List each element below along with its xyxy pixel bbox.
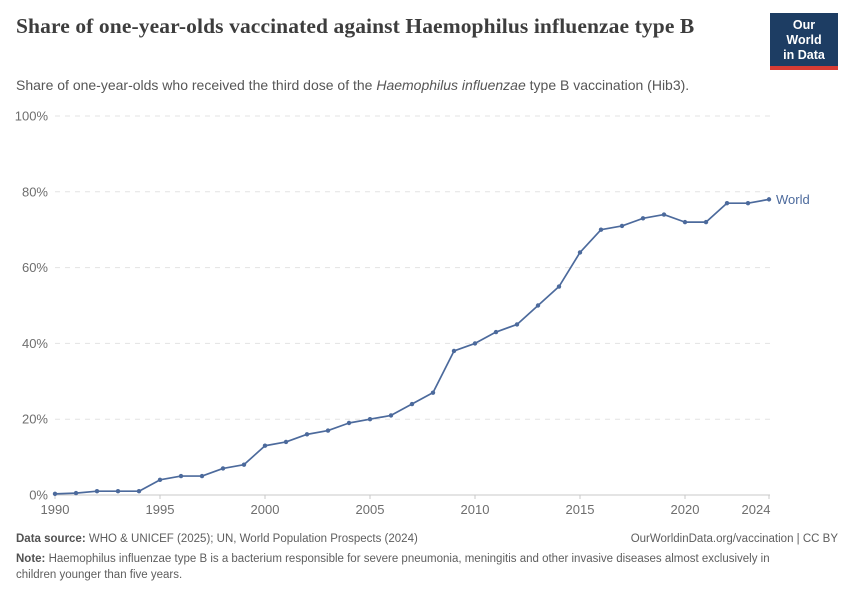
data-source-text: WHO & UNICEF (2025); UN, World Populatio…	[85, 533, 418, 545]
data-point-2019	[661, 212, 667, 217]
data-point-1996	[178, 473, 184, 479]
x-tick-label-2015: 2015	[566, 502, 595, 517]
data-point-1994	[136, 489, 142, 494]
data-point-1991	[73, 490, 79, 496]
logo-line-1: Our World	[786, 18, 822, 47]
data-point-2003	[325, 428, 331, 433]
x-tick-label-2010: 2010	[461, 502, 490, 517]
data-point-2009	[451, 348, 457, 354]
data-point-2005	[367, 417, 373, 422]
data-point-1995	[157, 477, 163, 483]
x-tick-label-1995: 1995	[146, 502, 175, 517]
data-point-2014	[556, 284, 562, 289]
data-point-2024	[766, 197, 772, 202]
series-label-world: World	[776, 192, 810, 207]
data-point-2002	[304, 432, 310, 437]
data-point-2001	[283, 439, 289, 445]
data-point-2012	[514, 322, 520, 327]
data-point-1999	[241, 462, 247, 467]
data-point-2013	[535, 303, 541, 308]
y-tick-label-40: 40%	[22, 336, 48, 351]
y-tick-label-60: 60%	[22, 260, 48, 275]
data-point-2008	[430, 390, 436, 395]
y-tick-label-20: 20%	[22, 412, 48, 427]
note-line: Note: Haemophilus influenzae type B is a…	[16, 551, 794, 584]
data-point-1998	[220, 466, 226, 471]
y-tick-label-0: 0%	[29, 488, 48, 503]
data-point-2016	[598, 227, 604, 232]
world-series-line	[54, 198, 770, 495]
y-tick-label-80: 80%	[22, 184, 48, 199]
data-point-2007	[409, 401, 415, 407]
data-point-2017	[619, 223, 625, 229]
chart-subtitle: Share of one-year-olds who received the …	[16, 77, 796, 93]
data-point-1990	[52, 491, 58, 497]
data-point-2006	[388, 413, 394, 418]
x-tick-label-1990: 1990	[41, 502, 70, 517]
x-tick-label-2005: 2005	[356, 502, 385, 517]
owid-logo[interactable]: Our World in Data	[770, 13, 838, 71]
data-point-2010	[472, 341, 478, 346]
subtitle-text-post: type B vaccination (Hib3).	[525, 77, 690, 93]
data-point-2018	[640, 216, 646, 221]
data-point-2011	[493, 329, 499, 335]
subtitle-text-italic: Haemophilus influenzae	[376, 77, 526, 93]
data-point-2015	[577, 250, 583, 255]
data-point-2022	[724, 200, 730, 206]
license-line: OurWorldinData.org/vaccination | CC BY	[630, 533, 838, 545]
data-source-label: Data source:	[16, 533, 86, 545]
note-label: Note:	[16, 552, 46, 565]
logo-line-2: in Data	[783, 47, 825, 62]
data-point-2023	[745, 200, 751, 206]
data-point-1993	[115, 489, 121, 494]
y-tick-label-100: 100%	[15, 109, 49, 124]
data-source-line: Data source: WHO & UNICEF (2025); UN, Wo…	[16, 531, 418, 548]
data-point-2000	[262, 443, 268, 448]
data-point-2004	[346, 420, 352, 426]
x-tick-label-2024: 2024	[742, 502, 771, 517]
data-point-2020	[682, 219, 688, 225]
chart-footer: Data source: WHO & UNICEF (2025); UN, Wo…	[16, 531, 838, 584]
data-point-1992	[94, 489, 100, 494]
x-tick-label-2000: 2000	[251, 502, 280, 517]
chart-title: Share of one-year-olds vaccinated agains…	[16, 14, 695, 38]
data-point-1997	[199, 473, 205, 479]
x-tick-label-2020: 2020	[671, 502, 700, 517]
note-text: Haemophilus influenzae type B is a bacte…	[16, 552, 770, 582]
subtitle-text-pre: Share of one-year-olds who received the …	[16, 77, 377, 93]
data-point-2021	[703, 219, 709, 225]
